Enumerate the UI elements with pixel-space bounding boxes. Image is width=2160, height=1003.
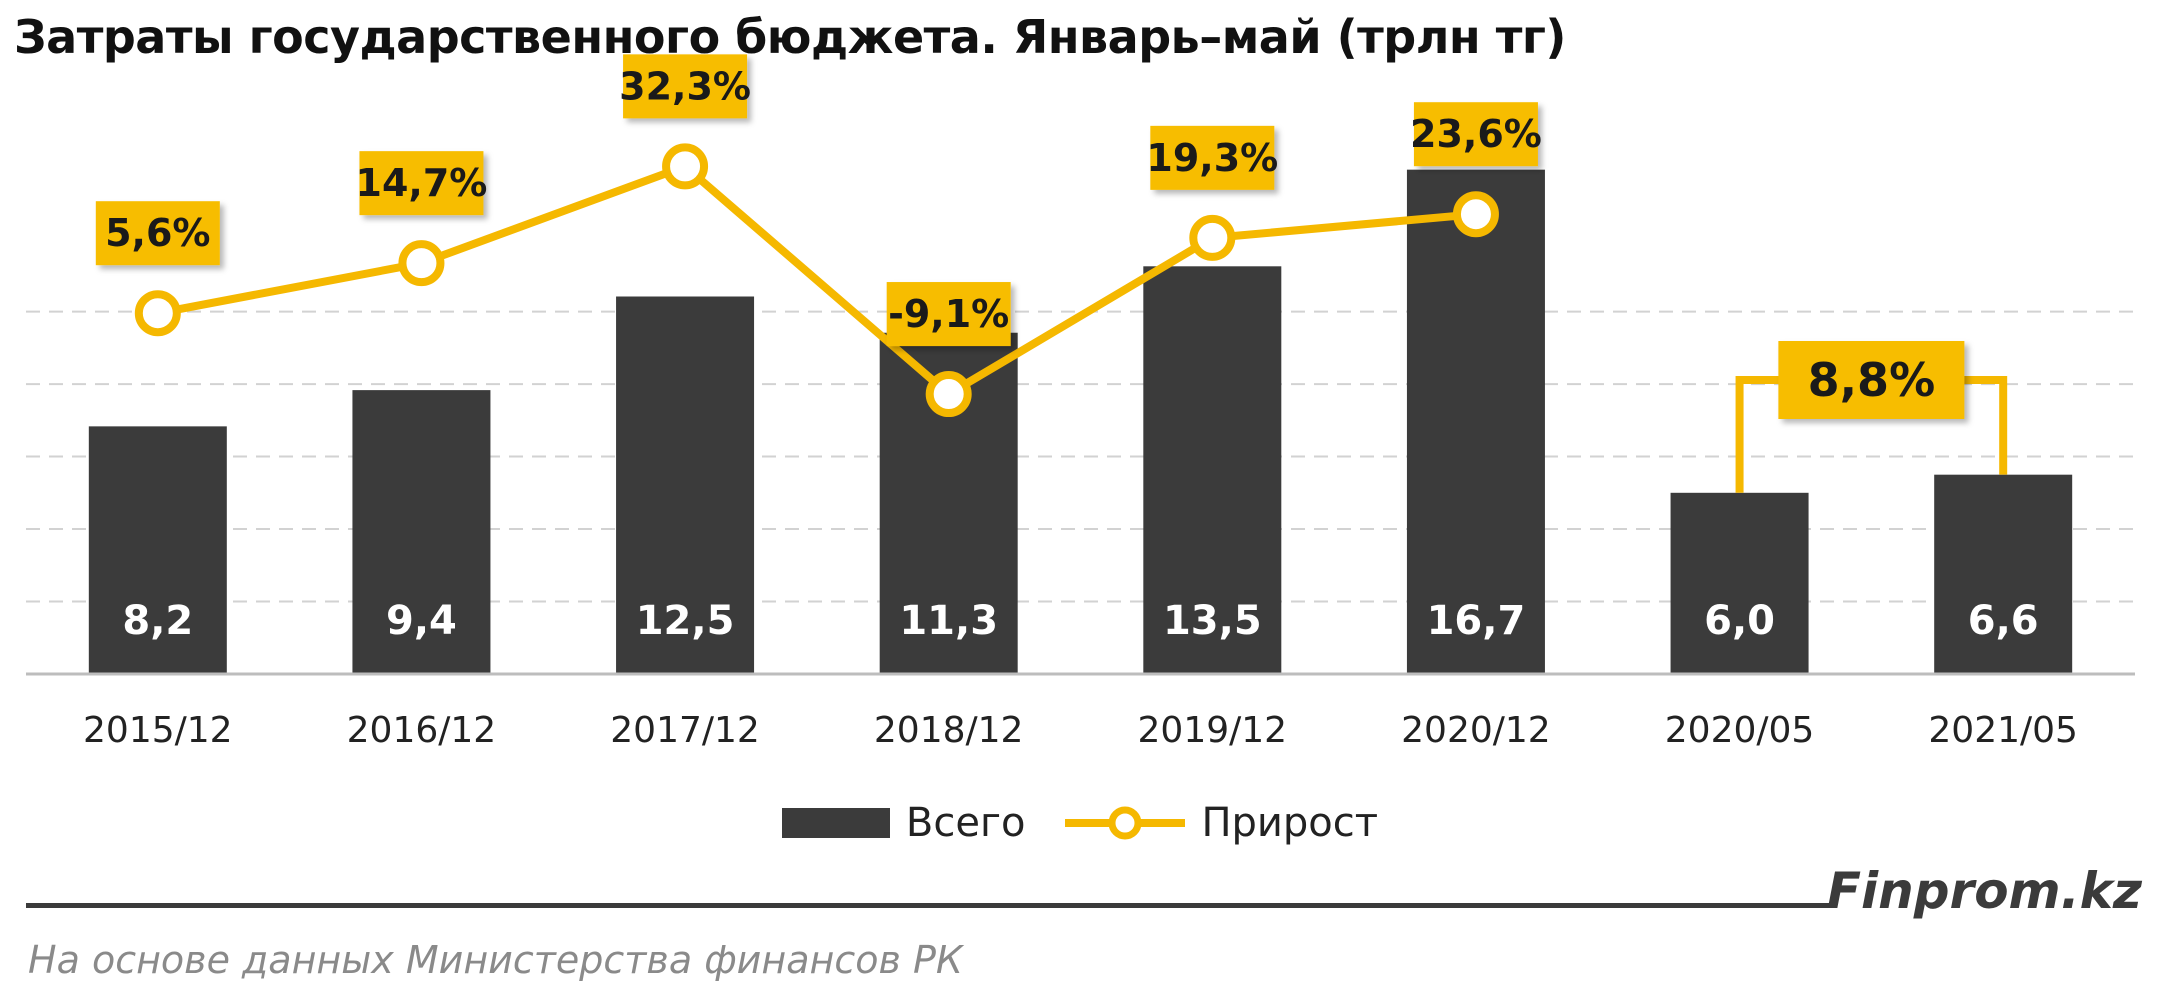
combo-chart: 8,2 9,4 12,5 11,3 13,5 16,7 6,0 6,6 2015/12 2016… (26, 54, 2135, 751)
growth-label-box (359, 151, 484, 216)
x-tick-label: 2017/12 (610, 710, 760, 751)
bar-value-label: 11,3 (899, 598, 998, 644)
bar-value-label: 8,2 (122, 598, 193, 644)
bar (1934, 474, 2073, 674)
bar (1406, 169, 1545, 674)
x-tick-label: 2018/12 (874, 710, 1024, 751)
bar-value-label: 9,4 (386, 598, 457, 644)
legend-label-growth: Прирост (1201, 800, 1379, 846)
growth-label: 23,6% (1410, 112, 1542, 156)
x-tick-label: 2016/12 (347, 710, 497, 751)
bar-value-label: 13,5 (1163, 598, 1262, 644)
legend-item-growth: Прирост (1065, 800, 1378, 846)
bar-value-label: 6,6 (1968, 598, 2039, 644)
bar-value-label: 16,7 (1427, 598, 1526, 644)
growth-label: 32,3% (619, 64, 751, 108)
growth-point (662, 143, 709, 190)
x-axis: 2015/12 2016/12 2017/12 2018/12 2019/12 2020/… (26, 672, 2135, 751)
bar-value-label: 12,5 (636, 598, 735, 644)
chart-title: Затраты государственного бюджета. Январь… (14, 10, 1566, 64)
growth-label-box (886, 282, 1011, 347)
growth-point (134, 290, 181, 337)
legend: Всего Прирост (0, 800, 2160, 846)
growth-point (398, 240, 445, 287)
bar (1670, 492, 1809, 674)
legend-bar-swatch (781, 808, 890, 838)
x-tick-label: 2020/05 (1665, 710, 1815, 751)
growth-label-box (1413, 102, 1538, 167)
growth-point (925, 371, 972, 418)
x-tick-label: 2020/12 (1401, 710, 1551, 751)
growth-label: 14,7% (356, 161, 488, 205)
legend-line-swatch (1065, 806, 1186, 840)
brand-logo: Finprom.kz (1826, 862, 2142, 920)
growth-point (1189, 214, 1236, 261)
growth-label-box (1150, 125, 1275, 190)
bar-value-label: 6,0 (1704, 598, 1775, 644)
growth-line: 5,6% 14,7% 32,3% -9,1% 19,3% 23,6% (95, 54, 1542, 418)
bars: 8,2 9,4 12,5 11,3 13,5 16,7 6,0 6,6 (88, 169, 2073, 674)
bar (352, 390, 491, 674)
legend-label-total: Всего (905, 800, 1026, 846)
growth-point (1452, 191, 1499, 238)
x-tick-label: 2019/12 (1138, 710, 1288, 751)
growth-label: 19,3% (1146, 136, 1278, 180)
growth-label: 5,6% (105, 211, 210, 255)
bar (616, 296, 755, 674)
comparison-label: 8,8% (1808, 353, 1936, 407)
growth-label-box (95, 201, 220, 266)
growth-label-box (623, 54, 748, 119)
x-tick-label: 2015/12 (83, 710, 233, 751)
x-tick-label: 2021/05 (1928, 710, 2078, 751)
source-note: На основе данных Министерства финансов Р… (28, 938, 963, 982)
comparison-bracket: 8,8% (1735, 341, 2008, 493)
growth-label: -9,1% (888, 292, 1009, 336)
comparison-label-box (1778, 341, 1965, 419)
bar (88, 426, 227, 674)
footer-divider (26, 903, 1836, 908)
growth-line-path (157, 162, 1477, 399)
bar (1143, 266, 1282, 674)
legend-item-total: Всего (781, 800, 1026, 846)
